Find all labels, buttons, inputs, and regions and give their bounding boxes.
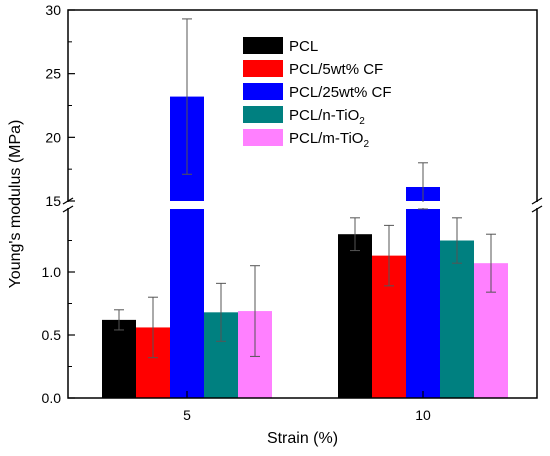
bar-pcl-25wt-cf-10-lower xyxy=(406,209,440,398)
error-bar xyxy=(350,217,360,252)
legend-label: PCL/n-TiO2 xyxy=(289,107,365,127)
legend-swatch xyxy=(243,83,283,100)
legend-swatch xyxy=(243,106,283,123)
ticks-layer: 0.0 0.5 1.0 15 20 25 30 5 10 xyxy=(42,2,431,423)
error-bar xyxy=(452,217,462,264)
break-slash xyxy=(62,205,74,213)
break-slash xyxy=(531,205,543,213)
y-tick-label: 20 xyxy=(45,129,61,145)
break-slash xyxy=(62,197,74,205)
error-bar xyxy=(250,265,260,357)
y-tick-label: 1.0 xyxy=(42,264,62,280)
y-tick-label: 0.5 xyxy=(42,327,62,343)
y-tick-label: 30 xyxy=(45,2,61,18)
error-bar xyxy=(216,282,226,342)
bar-pcl-n-tio-10 xyxy=(440,240,474,398)
y-tick-label: 0.0 xyxy=(42,390,62,406)
x-tick-label: 10 xyxy=(415,407,431,423)
y-tick-label: 25 xyxy=(45,66,61,82)
legend-swatch xyxy=(243,37,283,54)
y-tick-label: 15 xyxy=(45,193,61,209)
legend-label: PCL/m-TiO2 xyxy=(289,130,369,150)
x-axis-title: Strain (%) xyxy=(267,430,338,447)
legend-swatch xyxy=(243,129,283,146)
legend-label: PCL/25wt% CF xyxy=(289,84,392,101)
error-bar xyxy=(486,233,496,293)
break-gap xyxy=(62,202,543,208)
bar-pcl-10 xyxy=(338,234,372,398)
bar-pcl-25wt-cf-5-lower xyxy=(170,209,204,398)
axis-break xyxy=(62,197,543,213)
error-bar xyxy=(418,162,428,210)
y-axis-title: Young's modulus (MPa) xyxy=(7,120,24,289)
break-slash xyxy=(531,197,543,205)
legend: PCL PCL/5wt% CF PCL/25wt% CF PCL/n-TiO2 PCL/… xyxy=(243,37,392,150)
error-bar xyxy=(182,18,192,175)
legend-swatch xyxy=(243,60,283,77)
x-tick-label: 5 xyxy=(183,407,191,423)
legend-label: PCL/5wt% CF xyxy=(289,61,383,78)
legend-label: PCL xyxy=(289,38,318,55)
error-bar xyxy=(148,296,158,359)
error-bars-layer xyxy=(114,18,496,359)
bar-pcl-5 xyxy=(102,319,136,398)
error-bar xyxy=(384,224,394,287)
error-bar xyxy=(114,309,124,331)
